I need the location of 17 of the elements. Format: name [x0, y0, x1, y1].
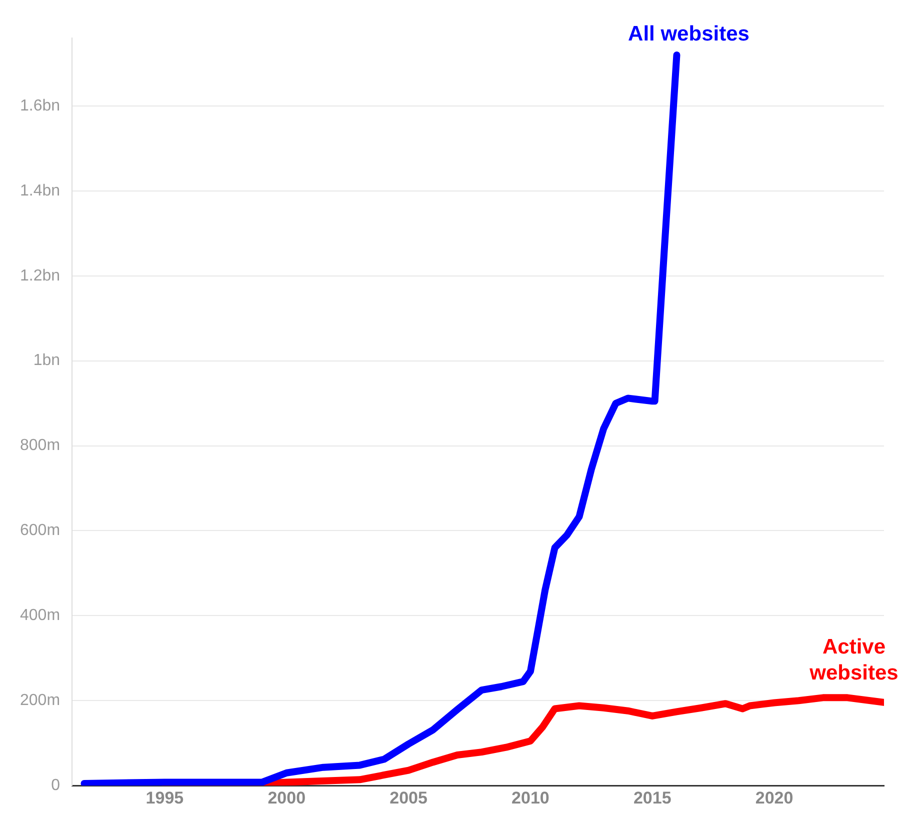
- x-tick-label: 2010: [512, 788, 550, 808]
- y-tick-label: 0: [51, 777, 60, 794]
- x-tick-label: 2015: [633, 788, 672, 808]
- y-tick-label: 1.4bn: [20, 182, 60, 200]
- y-tick-label: 1.6bn: [20, 97, 60, 114]
- y-tick-label: 400m: [20, 607, 60, 624]
- series-label: All websites: [628, 22, 750, 46]
- y-tick-label: 200m: [20, 692, 60, 710]
- x-tick-label: 2005: [390, 788, 428, 808]
- y-tick-label: 800m: [20, 437, 60, 454]
- x-tick-label: 2020: [755, 788, 794, 808]
- y-tick-label: 1bn: [33, 352, 60, 370]
- x-tick-label: 2000: [268, 788, 306, 808]
- series-label: Active websites: [808, 636, 898, 685]
- y-tick-label: 600m: [20, 522, 60, 540]
- y-tick-label: 1.2bn: [20, 267, 60, 284]
- x-tick-label: 1995: [146, 788, 184, 808]
